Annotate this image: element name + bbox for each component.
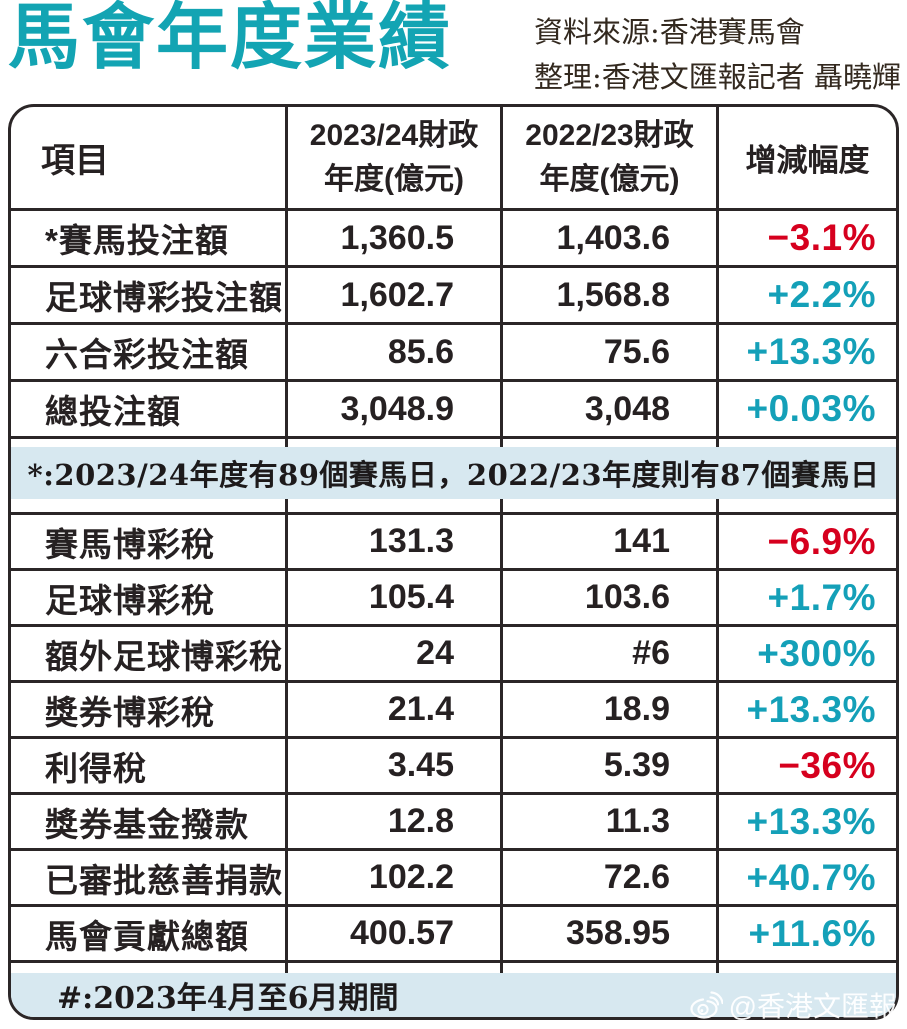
row-fy2023-value: 72.6 bbox=[500, 851, 716, 904]
header-fy2023: 2022/23財政 年度(億元) bbox=[500, 107, 716, 208]
row-fy2023-value: 18.9 bbox=[500, 683, 716, 736]
table-row: 馬會貢獻總額 400.57 358.95 +11.6% bbox=[11, 907, 896, 963]
table-header-row: 項目 2023/24財政 年度(億元) 2022/23財政 年度(億元) 增減幅… bbox=[11, 107, 896, 211]
header-fy2024-line2: 年度(億元) bbox=[324, 162, 464, 196]
row-fy2024-value: 1,360.5 bbox=[285, 211, 500, 265]
table-row: 總投注額 3,048.9 3,048 +0.03% bbox=[11, 382, 896, 439]
row-change-value: +2.2% bbox=[716, 268, 896, 322]
header-fy2024: 2023/24財政 年度(億元) bbox=[285, 107, 500, 208]
watermark-text: @香港文匯報 bbox=[728, 991, 897, 1022]
row-fy2024-value: 3,048.9 bbox=[285, 382, 500, 436]
row-item-label: 已審批慈善捐款 bbox=[45, 861, 283, 899]
table-row: 額外足球博彩稅 24 #6 +300% bbox=[11, 627, 896, 683]
table-row: *賽馬投注額 1,360.5 1,403.6 −3.1% bbox=[11, 211, 896, 268]
row-change-value: −36% bbox=[716, 739, 896, 792]
row-fy2023-value: 1,403.6 bbox=[500, 211, 716, 265]
table-row: 獎券基金撥款 12.8 11.3 +13.3% bbox=[11, 795, 896, 851]
row-fy2023-value: 1,568.8 bbox=[500, 268, 716, 322]
row-change-value: +0.03% bbox=[716, 382, 896, 436]
row-change-value: −6.9% bbox=[716, 515, 896, 568]
row-fy2024-value: 131.3 bbox=[285, 515, 500, 568]
row-item-label: 獎券博彩稅 bbox=[45, 693, 215, 731]
row-change-value: +300% bbox=[716, 627, 896, 680]
table-row: 已審批慈善捐款 102.2 72.6 +40.7% bbox=[11, 851, 896, 907]
footnote: #:2023年4月至6月期間 bbox=[11, 973, 896, 1017]
header-fy2023-line2: 年度(億元) bbox=[539, 162, 680, 196]
row-fy2023-value: 358.95 bbox=[500, 907, 716, 960]
row-item-label: 額外足球博彩稅 bbox=[45, 637, 283, 675]
row-item-label: 六合彩投注額 bbox=[45, 336, 249, 373]
row-fy2024-value: 3.45 bbox=[285, 739, 500, 792]
row-fy2023-value: 103.6 bbox=[500, 571, 716, 624]
row-change-value: −3.1% bbox=[716, 211, 896, 265]
row-change-value: +13.3% bbox=[716, 683, 896, 736]
header-fy2024-line1: 2023/24財政 bbox=[309, 119, 479, 152]
table-row: 利得稅 3.45 5.39 −36% bbox=[11, 739, 896, 795]
editor-line: 整理:香港文匯報記者 聶曉輝 bbox=[534, 59, 901, 94]
row-fy2024-value: 85.6 bbox=[285, 325, 500, 379]
row-item-label: 足球博彩稅 bbox=[45, 581, 215, 619]
row-fy2023-value: 75.6 bbox=[500, 325, 716, 379]
row-fy2023-value: #6 bbox=[500, 627, 716, 680]
watermark: @香港文匯報 bbox=[689, 985, 897, 1025]
row-fy2024-value: 400.57 bbox=[285, 907, 500, 960]
weibo-icon bbox=[689, 990, 723, 1020]
row-change-value: +13.3% bbox=[716, 795, 896, 848]
page-title: 馬會年度業績 bbox=[8, 0, 453, 78]
race-days-note: *:2023/24年度有89個賽馬日，2022/23年度則有87個賽馬日 bbox=[11, 447, 896, 499]
table-row: 足球博彩稅 105.4 103.6 +1.7% bbox=[11, 571, 896, 627]
spacer-row bbox=[11, 439, 896, 447]
row-change-value: +11.6% bbox=[716, 907, 896, 960]
row-item-label: 獎券基金撥款 bbox=[45, 805, 249, 843]
source-line: 資料來源:香港賽馬會 bbox=[534, 15, 805, 49]
table-row: 六合彩投注額 85.6 75.6 +13.3% bbox=[11, 325, 896, 382]
row-fy2024-value: 102.2 bbox=[285, 851, 500, 904]
row-fy2023-value: 11.3 bbox=[500, 795, 716, 848]
header-change: 增減幅度 bbox=[716, 107, 896, 208]
row-fy2023-value: 141 bbox=[500, 515, 716, 568]
row-fy2024-value: 12.8 bbox=[285, 795, 500, 848]
row-item-label: 利得稅 bbox=[45, 749, 147, 787]
row-item-label: *賽馬投注額 bbox=[45, 222, 229, 259]
row-fy2024-value: 105.4 bbox=[285, 571, 500, 624]
row-fy2023-value: 5.39 bbox=[500, 739, 716, 792]
row-fy2023-value: 3,048 bbox=[500, 382, 716, 436]
row-change-value: +40.7% bbox=[716, 851, 896, 904]
row-fy2024-value: 21.4 bbox=[285, 683, 500, 736]
row-change-value: +1.7% bbox=[716, 571, 896, 624]
table-row: 足球博彩投注額 1,602.7 1,568.8 +2.2% bbox=[11, 268, 896, 325]
row-fy2024-value: 1,602.7 bbox=[285, 268, 500, 322]
row-item-label: 總投注額 bbox=[45, 393, 181, 430]
table-row: 獎券博彩稅 21.4 18.9 +13.3% bbox=[11, 683, 896, 739]
spacer-row bbox=[11, 963, 896, 973]
row-change-value: +13.3% bbox=[716, 325, 896, 379]
spacer-row bbox=[11, 499, 896, 515]
header-fy2023-line1: 2022/23財政 bbox=[525, 119, 694, 152]
results-table: 項目 2023/24財政 年度(億元) 2022/23財政 年度(億元) 增減幅… bbox=[8, 104, 899, 1020]
row-fy2024-value: 24 bbox=[285, 627, 500, 680]
row-item-label: 賽馬博彩稅 bbox=[45, 525, 215, 563]
table-row: 賽馬博彩稅 131.3 141 −6.9% bbox=[11, 515, 896, 571]
row-item-label: 馬會貢獻總額 bbox=[45, 917, 249, 955]
row-item-label: 足球博彩投注額 bbox=[45, 279, 283, 316]
header-item: 項目 bbox=[41, 142, 109, 180]
source-credits: 資料來源:香港賽馬會 整理:香港文匯報記者 聶曉輝 bbox=[534, 10, 901, 100]
